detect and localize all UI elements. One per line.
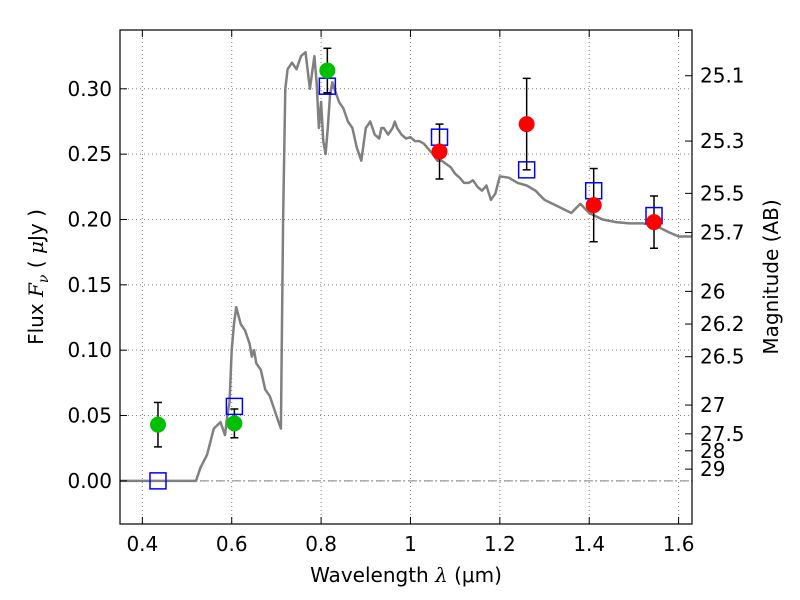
magnitude-tick-label-7: 27 <box>700 393 725 417</box>
green-point-0 <box>149 416 166 433</box>
green-point-1 <box>226 415 243 432</box>
model-photometry-square-0 <box>149 472 167 490</box>
model-photometry-square-4 <box>517 161 536 179</box>
magnitude-tick-label-6: 26.5 <box>700 345 745 369</box>
data-layer <box>120 47 692 490</box>
y-axis-unit-jy: Jy <box>24 223 48 243</box>
magnitude-tick-label-9: 28 <box>700 439 725 463</box>
y-tick-label-0: 0.00 <box>67 469 112 493</box>
y-axis-flux-subscript: ν <box>36 274 52 283</box>
y-axis-unit-open: ( <box>24 260 48 268</box>
x-tick-label-4: 1.2 <box>484 532 516 556</box>
model-photometry-square-1 <box>225 397 244 416</box>
magnitude-tick-label-10: 29 <box>700 457 725 481</box>
plot-frame <box>119 29 693 525</box>
red-point-0 <box>431 143 448 160</box>
x-tick-label-6: 1.6 <box>663 532 695 556</box>
red-point-2 <box>585 197 602 214</box>
magnitude-tick-label-3: 25.7 <box>700 221 745 245</box>
magnitude-tick-label-4: 26 <box>700 279 725 303</box>
x-axis-title-prefix: Wavelength <box>310 563 429 587</box>
x-axis-title: Wavelength λ (μm) <box>310 563 502 587</box>
magnitude-tick-label-5: 26.2 <box>700 312 745 336</box>
y-axis-unit-close: ) <box>24 209 48 217</box>
x-axis-lambda: λ <box>434 563 448 587</box>
y-axis-title: Flux Fν ( μJy ) <box>24 209 52 345</box>
magnitude-tick-label-1: 25.3 <box>700 129 745 153</box>
plot-background <box>120 30 692 524</box>
y-axis-title-prefix: Flux <box>24 303 48 345</box>
magnitude-tick-label-2: 25.5 <box>700 181 745 205</box>
green-point-2 <box>319 62 336 79</box>
magnitude-tick-label-0: 25.1 <box>700 64 745 88</box>
y-tick-label-2: 0.10 <box>67 338 112 362</box>
red-point-1 <box>518 116 535 133</box>
y-tick-label-5: 0.25 <box>67 142 112 166</box>
axis-ticks: 0.4 0.6 0.8 1 1.2 1.4 1.6 0.00 0.05 0.10 0.15 0.20 0… <box>67 30 745 556</box>
x-tick-label-3: 1 <box>404 532 417 556</box>
magnitude-tick-label-8: 27.5 <box>700 422 745 446</box>
y-axis-unit-mu: μ <box>24 241 48 254</box>
y-axis-flux-symbol: F <box>24 282 48 298</box>
x-tick-label-1: 0.6 <box>216 532 248 556</box>
x-tick-label-5: 1.4 <box>573 532 605 556</box>
model-sed-line <box>120 50 692 483</box>
y-tick-label-4: 0.20 <box>67 207 112 231</box>
x-tick-label-0: 0.4 <box>126 532 158 556</box>
x-axis-unit: (μm) <box>454 563 502 587</box>
y-tick-label-1: 0.05 <box>67 404 112 428</box>
y-tick-label-6: 0.30 <box>67 77 112 101</box>
x-tick-label-2: 0.8 <box>305 532 337 556</box>
y-tick-label-3: 0.15 <box>67 273 112 297</box>
right-axis-title: Magnitude (AB) <box>759 199 783 354</box>
red-point-3 <box>646 214 663 231</box>
